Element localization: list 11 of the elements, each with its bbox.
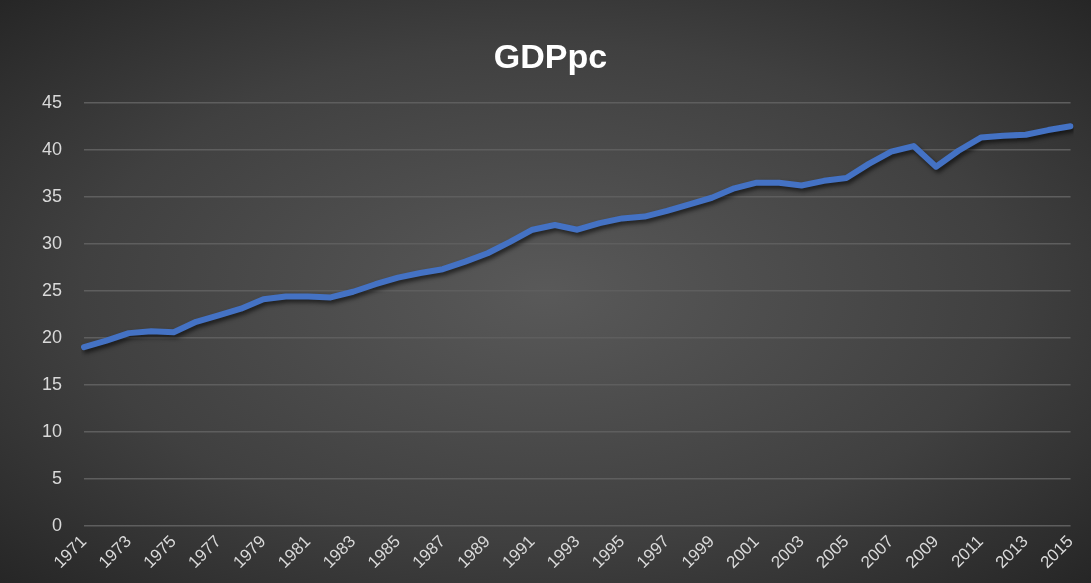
y-tick-label: 10: [41, 420, 63, 441]
y-tick-label: 25: [41, 279, 63, 300]
y-tick-label: 5: [52, 467, 63, 488]
y-tick-label: 0: [52, 514, 63, 535]
y-tick-label: 15: [41, 373, 63, 394]
y-tick-label: 40: [41, 138, 63, 159]
y-tick-label: 45: [41, 91, 63, 112]
y-tick-label: 30: [41, 232, 63, 253]
y-tick-label: 35: [41, 185, 63, 206]
y-tick-label: 20: [41, 326, 63, 347]
chart-title: GDPpc: [493, 36, 608, 75]
